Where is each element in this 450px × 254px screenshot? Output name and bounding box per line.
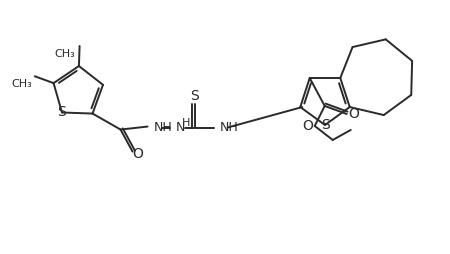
Text: N: N: [176, 121, 185, 134]
Text: S: S: [190, 89, 199, 103]
Text: H: H: [182, 118, 190, 128]
Text: S: S: [58, 105, 66, 119]
Text: CH₃: CH₃: [55, 49, 76, 59]
Text: NH: NH: [220, 121, 238, 134]
Text: S: S: [320, 118, 329, 132]
Text: O: O: [132, 147, 143, 161]
Text: O: O: [302, 119, 313, 133]
Text: CH₃: CH₃: [11, 79, 32, 89]
Text: NH: NH: [153, 121, 172, 134]
Text: O: O: [348, 107, 359, 121]
